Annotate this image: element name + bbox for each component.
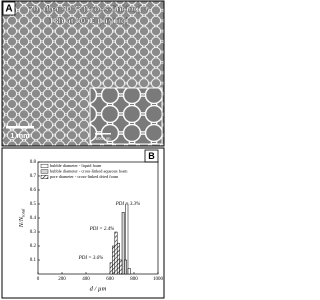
scale-bar-label: 1 mm	[10, 131, 30, 140]
inset-scale-bar-label: 500 µm	[95, 136, 110, 141]
histogram-bar	[116, 242, 120, 275]
x-tick-label: 400	[82, 277, 90, 282]
y-tick-label: 0.6	[30, 188, 37, 193]
annotation: PDI = 3.6%	[78, 256, 104, 261]
annotation: PDI = 3.3%	[115, 202, 141, 207]
histogram-bar	[109, 262, 113, 275]
y-tick-label: 0.5	[30, 202, 37, 207]
y-axis-label-sub: total	[21, 208, 26, 217]
panel-label: A	[5, 4, 12, 15]
figure: A 2h after 40°C (cross-linking) + 18h at…	[1, 0, 165, 299]
y-tick-label: 0.1	[30, 258, 37, 263]
legend-label: bubble diameter - cross-linked aqueous f…	[50, 168, 128, 173]
y-tick-label: 0.3	[30, 230, 37, 235]
y-axis-label: N/Ntotal	[18, 208, 25, 228]
histogram-bar	[114, 231, 118, 275]
histogram-bar	[127, 268, 131, 275]
y-axis-label-main: N/N	[18, 216, 25, 228]
histogram-bar	[121, 212, 125, 275]
chart: 0.1 0.2 0.3 0.4 0.5 0.6 0.7 0.8 0 200 400 600 800 100…	[18, 160, 163, 292]
x-axis-label: d / µm	[90, 285, 107, 292]
x-tick-label: 800	[130, 277, 138, 282]
title-line: 18h at 60°C (drying)	[49, 15, 129, 25]
x-tick-label: 600	[106, 277, 114, 282]
inset-micrograph	[89, 87, 163, 145]
annotation: PDI = 2.4%	[89, 227, 115, 232]
scale-bar	[6, 126, 34, 129]
y-tick-label: 0.4	[30, 216, 37, 221]
legend-swatch	[40, 174, 49, 179]
x-tick-label: 1000	[153, 277, 164, 282]
panel-b-frame	[1, 147, 165, 299]
panel-label-box	[2, 1, 16, 16]
y-tick-label: 0.7	[30, 174, 37, 179]
panel-label: B	[148, 151, 155, 161]
title-line: 2h after 40°C (cross-linking) +	[29, 3, 149, 13]
legend-label: bubble diameter - liquid foam	[50, 163, 102, 168]
panel-a: A 2h after 40°C (cross-linking) + 18h at…	[1, 0, 165, 147]
legend-swatch	[40, 169, 49, 174]
x-tick-label: 200	[58, 277, 66, 282]
histogram-bar	[124, 259, 128, 275]
histogram-bar	[112, 245, 116, 275]
histogram-bar	[119, 259, 123, 275]
inset-scale-bar	[95, 133, 111, 135]
x-tick-label: 0	[37, 277, 40, 282]
legend-label: pore diameter - cross-linked dried foam	[50, 174, 119, 179]
legend-swatch	[40, 163, 49, 168]
y-tick-label: 0.8	[30, 160, 37, 165]
y-tick-label: 0.2	[30, 244, 37, 249]
